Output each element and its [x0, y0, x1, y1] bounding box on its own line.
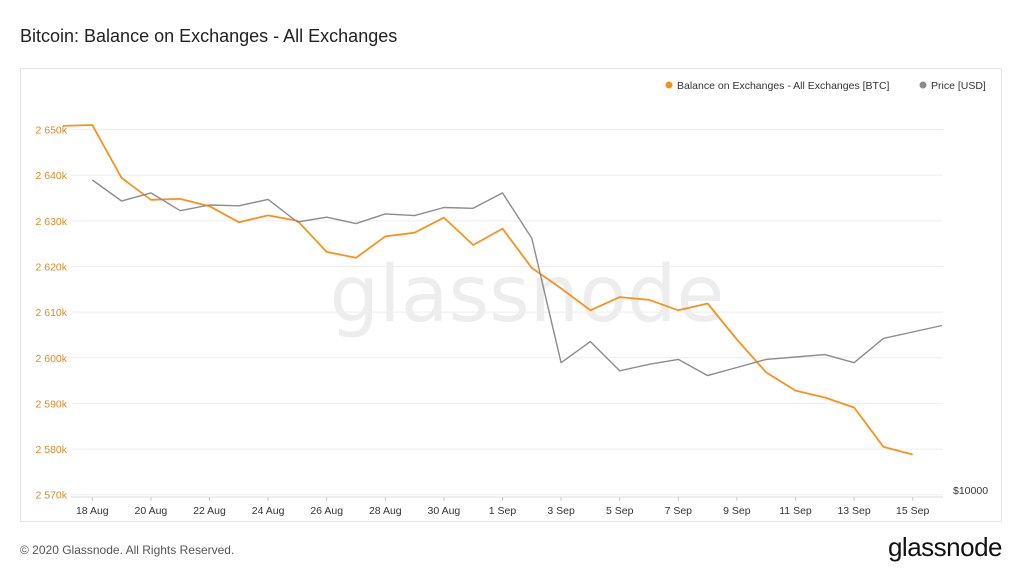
y-left-tick-label: 2 590k	[35, 398, 67, 410]
price-series-line[interactable]	[91, 179, 943, 377]
x-tick-label: 5 Sep	[606, 505, 634, 517]
y-left-tick-label: 2 600k	[35, 353, 67, 365]
legend-label: Price [USD]	[931, 80, 986, 92]
y-left-tick-label: 2 650k	[35, 125, 67, 137]
chart-title: Bitcoin: Balance on Exchanges - All Exch…	[20, 26, 398, 46]
balance-series-line[interactable]	[62, 124, 913, 456]
legend-label: Balance on Exchanges - All Exchanges [BT…	[677, 80, 890, 92]
legend-price[interactable]: Price [USD]	[919, 80, 986, 92]
x-tick-label: 3 Sep	[547, 505, 575, 517]
x-tick-label: 24 Aug	[252, 505, 285, 517]
line-chart[interactable]: glassnode 2 570k 2 580k 2 590k 2 600k 2 610k…	[21, 69, 1001, 521]
x-tick-label: 7 Sep	[665, 505, 693, 517]
x-tick-label: 20 Aug	[135, 505, 168, 517]
y-right-tick-label: $10000	[953, 485, 988, 497]
x-tick-label: 15 Sep	[896, 505, 929, 517]
x-tick-label: 13 Sep	[837, 505, 870, 517]
x-tick-label: 28 Aug	[369, 505, 402, 517]
x-tick-label: 11 Sep	[779, 505, 812, 517]
x-tick-label: 1 Sep	[489, 505, 517, 517]
legend-marker-icon	[919, 81, 927, 89]
y-left-tick-label: 2 630k	[35, 216, 67, 228]
x-tick-label: 9 Sep	[723, 505, 751, 517]
copyright-text: © 2020 Glassnode. All Rights Reserved.	[20, 543, 235, 557]
y-left-tick-label: 2 640k	[35, 170, 67, 182]
x-tick-label: 30 Aug	[428, 505, 461, 517]
x-tick-label: 26 Aug	[310, 505, 343, 517]
y-left-tick-label: 2 610k	[35, 307, 67, 319]
x-tick-label: 18 Aug	[76, 505, 109, 517]
x-tick-label: 22 Aug	[193, 505, 226, 517]
y-left-tick-label: 2 620k	[35, 261, 67, 273]
legend-marker-icon	[665, 81, 673, 89]
y-left-tick-label: 2 580k	[35, 444, 67, 456]
watermark-text: glassnode	[330, 250, 725, 340]
legend-balance[interactable]: Balance on Exchanges - All Exchanges [BT…	[665, 80, 890, 92]
brand-logo: glassnode	[887, 532, 1003, 562]
y-left-tick-label: 2 570k	[35, 490, 67, 502]
chart-container: glassnode 2 570k 2 580k 2 590k 2 600k 2 610k…	[20, 68, 1002, 522]
